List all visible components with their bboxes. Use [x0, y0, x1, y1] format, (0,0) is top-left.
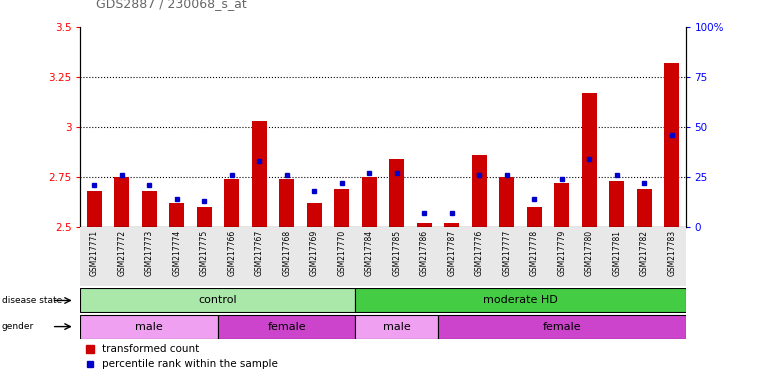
Text: GSM217778: GSM217778 [530, 230, 538, 276]
Bar [142, 190, 157, 227]
Bar [224, 179, 239, 227]
Bar [555, 183, 569, 227]
Text: GSM217766: GSM217766 [228, 230, 236, 276]
Bar [444, 223, 460, 227]
Text: GSM217781: GSM217781 [612, 230, 621, 276]
FancyBboxPatch shape [80, 227, 686, 286]
Text: GSM217787: GSM217787 [447, 230, 457, 276]
Text: male: male [383, 321, 411, 332]
FancyBboxPatch shape [355, 288, 686, 313]
Bar [114, 177, 129, 227]
Bar [279, 179, 294, 227]
Text: female: female [267, 321, 306, 332]
Text: GSM217767: GSM217767 [255, 230, 264, 276]
Bar [417, 223, 432, 227]
Bar [334, 189, 349, 227]
Text: percentile rank within the sample: percentile rank within the sample [102, 359, 277, 369]
Bar [252, 121, 267, 227]
Text: GSM217776: GSM217776 [475, 230, 484, 276]
FancyBboxPatch shape [80, 288, 355, 313]
Text: GSM217774: GSM217774 [172, 230, 182, 276]
Text: GSM217775: GSM217775 [200, 230, 208, 276]
Text: GSM217782: GSM217782 [640, 230, 649, 276]
Bar [664, 63, 679, 227]
Text: GSM217783: GSM217783 [667, 230, 676, 276]
FancyBboxPatch shape [218, 314, 355, 339]
Text: GDS2887 / 230068_s_at: GDS2887 / 230068_s_at [96, 0, 247, 10]
Bar [581, 93, 597, 227]
Bar [499, 177, 514, 227]
Text: gender: gender [2, 322, 34, 331]
Bar [306, 203, 322, 227]
Bar [609, 180, 624, 227]
Text: male: male [136, 321, 163, 332]
Text: control: control [198, 295, 237, 306]
Bar [169, 203, 185, 227]
Text: transformed count: transformed count [102, 344, 199, 354]
Text: GSM217784: GSM217784 [365, 230, 374, 276]
Text: GSM217772: GSM217772 [117, 230, 126, 276]
Bar [527, 207, 542, 227]
Text: GSM217777: GSM217777 [502, 230, 511, 276]
Text: GSM217785: GSM217785 [392, 230, 401, 276]
Text: GSM217780: GSM217780 [584, 230, 594, 276]
Text: disease state: disease state [2, 296, 62, 305]
Text: GSM217779: GSM217779 [558, 230, 566, 276]
Text: GSM217770: GSM217770 [337, 230, 346, 276]
Bar [389, 159, 404, 227]
Text: GSM217768: GSM217768 [282, 230, 291, 276]
Bar [637, 189, 652, 227]
FancyBboxPatch shape [438, 314, 686, 339]
Bar [87, 190, 102, 227]
Bar [362, 177, 377, 227]
FancyBboxPatch shape [355, 314, 438, 339]
Text: GSM217786: GSM217786 [420, 230, 429, 276]
Bar [472, 155, 487, 227]
Text: moderate HD: moderate HD [483, 295, 558, 306]
Text: GSM217771: GSM217771 [90, 230, 99, 276]
Text: female: female [542, 321, 581, 332]
FancyBboxPatch shape [80, 314, 218, 339]
Bar [197, 207, 211, 227]
Text: GSM217769: GSM217769 [309, 230, 319, 276]
Text: GSM217773: GSM217773 [145, 230, 154, 276]
